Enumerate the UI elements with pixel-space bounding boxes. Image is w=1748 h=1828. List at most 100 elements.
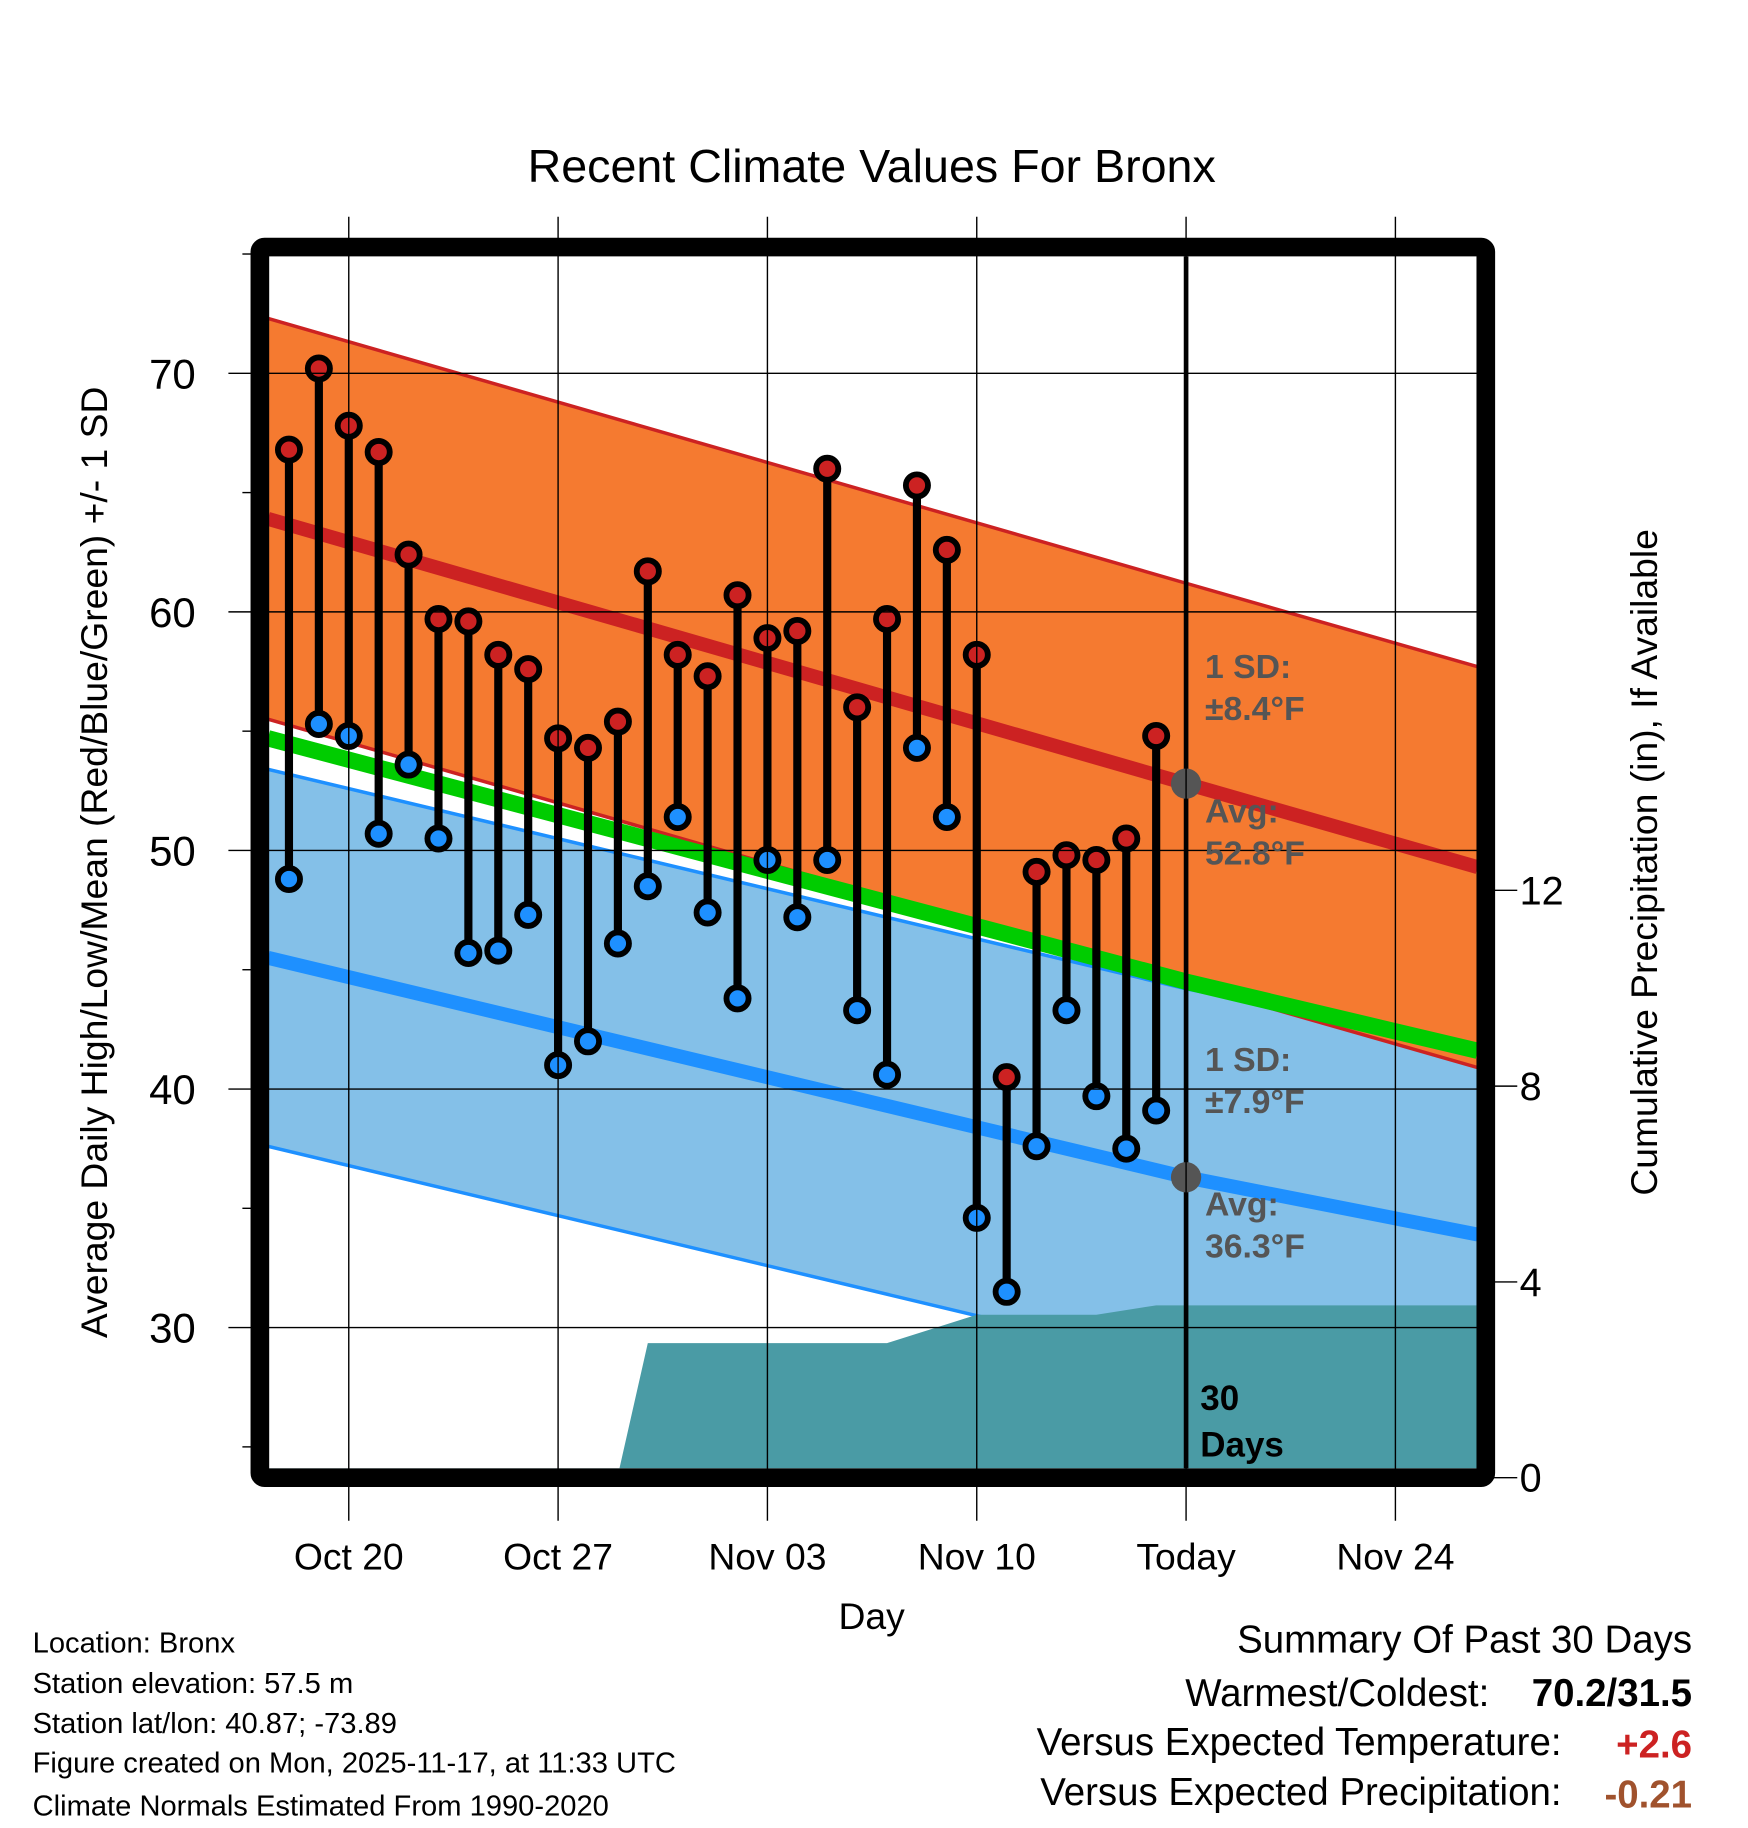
x-tick-label: Nov 24: [1336, 1536, 1454, 1578]
daily-low-point: [723, 984, 752, 1013]
high-avg-value: 52.8°F: [1205, 835, 1305, 873]
info-latlon: Station lat/lon: 40.87; -73.89: [33, 1708, 397, 1740]
daily-high-point: [783, 616, 812, 645]
daily-high-point: [394, 540, 423, 569]
daily-low-point: [1142, 1096, 1171, 1125]
daily-low-point: [783, 903, 812, 932]
low-sd-value: ±7.9°F: [1205, 1083, 1305, 1121]
y-tick-label: 70: [149, 350, 196, 397]
y-tick-label: 50: [149, 828, 196, 875]
daily-high-point: [514, 655, 543, 684]
daily-low-point: [1112, 1134, 1141, 1163]
high-sd-label: 1 SD:: [1205, 648, 1291, 686]
low-avg-value: 36.3°F: [1205, 1227, 1305, 1265]
daily-low-point: [603, 929, 632, 958]
daily-high-point: [693, 662, 722, 691]
daily-low-point: [454, 939, 483, 968]
daily-low-point: [693, 898, 722, 927]
daily-low-point: [1022, 1132, 1051, 1161]
daily-high-point: [843, 693, 872, 722]
daily-high-point: [1022, 857, 1051, 886]
daily-low-point: [424, 824, 453, 853]
daily-high-point: [1082, 846, 1111, 874]
info-normals: Climate Normals Estimated From 1990-2020: [33, 1791, 609, 1823]
daily-low-point: [902, 733, 931, 762]
summary-temp-value: +2.6: [1616, 1723, 1692, 1766]
low-avg-label: Avg:: [1205, 1185, 1279, 1223]
daily-low-point: [932, 803, 961, 832]
y2-tick-label: 4: [1520, 1261, 1542, 1305]
daily-high-point: [574, 733, 602, 762]
summary-temp-label: Versus Expected Temperature:: [1037, 1721, 1562, 1764]
x-axis-label: Day: [839, 1595, 906, 1637]
y-tick-label: 40: [149, 1066, 196, 1113]
daily-low-point: [274, 865, 303, 894]
high-avg-label: Avg:: [1205, 793, 1279, 831]
daily-low-point: [843, 996, 872, 1025]
x-tick-label: Today: [1136, 1536, 1236, 1578]
y2-tick-label: 12: [1520, 869, 1564, 913]
daily-high-point: [1142, 721, 1171, 750]
x-tick-label: Oct 27: [503, 1536, 613, 1578]
plot-area: [268, 256, 1478, 1469]
daily-high-point: [424, 605, 453, 634]
daily-low-point: [813, 846, 842, 874]
summary-warm-cold-label: Warmest/Coldest:: [1185, 1672, 1489, 1715]
y2-tick-label: 0: [1520, 1457, 1542, 1501]
y-axis-label: Average Daily High/Low/Mean (Red/Blue/Gr…: [73, 387, 115, 1338]
summary: Summary Of Past 30 Days Warmest/Coldest:…: [1037, 1618, 1692, 1816]
daily-low-point: [992, 1277, 1021, 1306]
x-tick-label: Nov 10: [918, 1536, 1036, 1578]
y-tick-label: 30: [149, 1305, 196, 1352]
daily-low-point: [574, 1027, 602, 1056]
info-location: Location: Bronx: [33, 1627, 236, 1659]
window-label-unit: Days: [1200, 1426, 1284, 1465]
daily-high-point: [603, 707, 632, 736]
x-tick-label: Oct 20: [294, 1536, 404, 1578]
summary-title: Summary Of Past 30 Days: [1237, 1618, 1692, 1661]
daily-high-point: [484, 640, 513, 669]
daily-high-point: [992, 1063, 1021, 1092]
daily-high-point: [274, 435, 303, 464]
high-sd-value: ±8.4°F: [1205, 690, 1305, 728]
daily-high-point: [454, 607, 483, 636]
daily-low-point: [1052, 996, 1081, 1025]
info-elevation: Station elevation: 57.5 m: [33, 1668, 354, 1700]
x-tick-label: Nov 03: [708, 1536, 826, 1578]
annotations: 1 SD: ±8.4°F Avg: 52.8°F 1 SD: ±7.9°F Av…: [1200, 648, 1305, 1464]
daily-high-point: [1052, 841, 1081, 870]
daily-high-point: [1112, 824, 1141, 853]
daily-high-point: [364, 438, 393, 467]
daily-low-point: [394, 750, 423, 779]
low-sd-label: 1 SD:: [1205, 1041, 1291, 1079]
daily-low-point: [364, 819, 393, 848]
daily-low-point: [663, 803, 692, 832]
daily-high-point: [873, 605, 902, 634]
summary-warm-cold-value: 70.2/31.5: [1532, 1672, 1692, 1715]
daily-low-point: [633, 872, 662, 901]
window-label-number: 30: [1200, 1379, 1239, 1418]
plot-frame: [250, 237, 1496, 1487]
daily-high-point: [663, 640, 692, 669]
summary-precip-value: -0.21: [1604, 1773, 1692, 1816]
precip-area: [268, 1305, 1478, 1469]
y2-axis-label: Cumulative Precipitation (in), If Availa…: [1623, 529, 1665, 1196]
info-created: Figure created on Mon, 2025-11-17, at 11…: [33, 1748, 676, 1780]
daily-low-point: [304, 710, 333, 738]
daily-high-point: [902, 471, 931, 500]
y2-tick-label: 8: [1520, 1065, 1542, 1109]
daily-high-point: [932, 535, 961, 564]
y-tick-label: 60: [149, 589, 196, 636]
daily-high-point: [633, 557, 662, 586]
daily-low-point: [873, 1060, 902, 1089]
station-info: Location: Bronx Station elevation: 57.5 …: [33, 1627, 676, 1822]
chart-title: Recent Climate Values For Bronx: [528, 140, 1216, 192]
daily-high-point: [723, 581, 752, 610]
summary-precip-label: Versus Expected Precipitation:: [1040, 1771, 1561, 1814]
daily-high-point: [304, 354, 333, 383]
daily-high-point: [813, 454, 842, 483]
daily-low-point: [514, 900, 543, 929]
daily-low-point: [484, 936, 513, 965]
daily-low-point: [1082, 1082, 1111, 1111]
